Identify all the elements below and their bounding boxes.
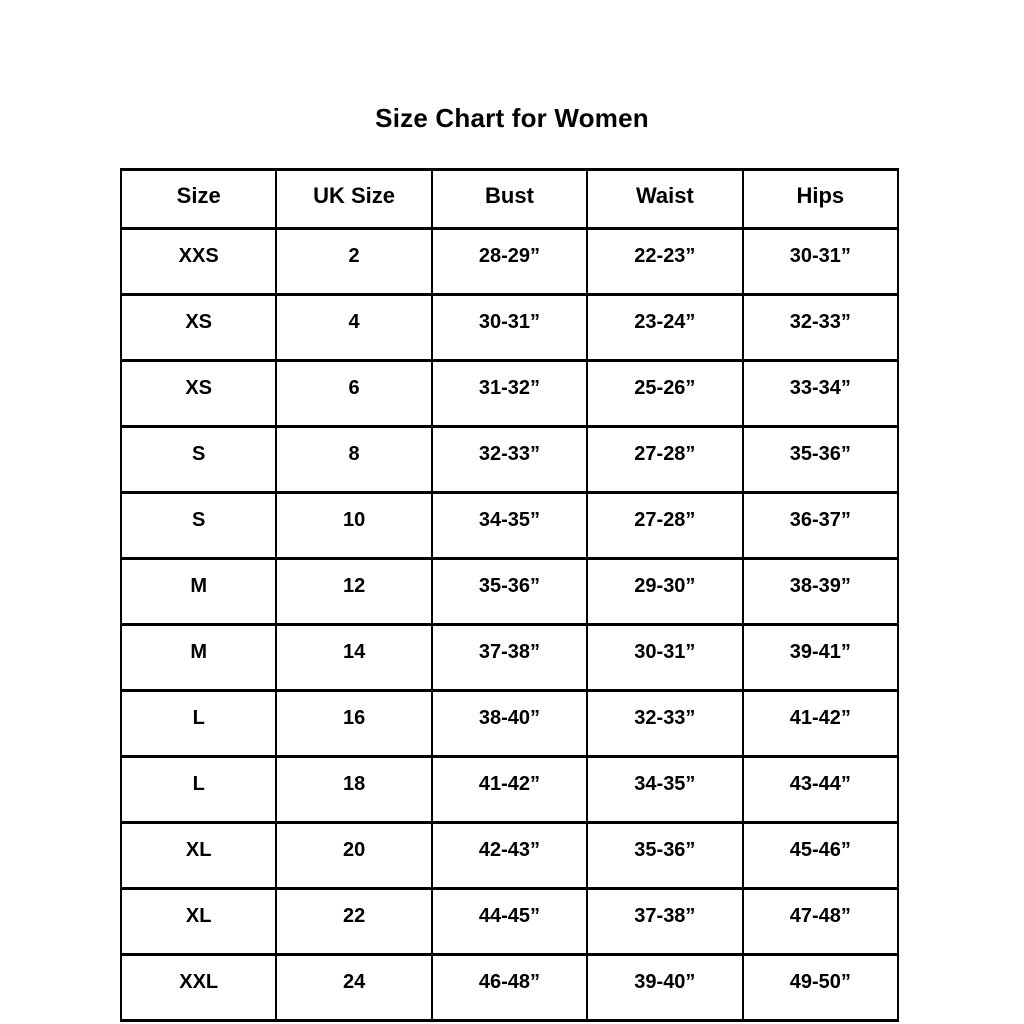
table-cell: L — [119, 689, 278, 758]
column-header: UK Size — [275, 168, 433, 230]
column-header: Size — [119, 168, 278, 230]
table-cell: 39-40” — [586, 953, 744, 1022]
table-row: XL 20 42-43” 35-36” 45-46” — [119, 821, 900, 890]
table-row: S 8 32-33” 27-28” 35-36” — [119, 425, 900, 494]
table-cell: 36-37” — [741, 491, 900, 560]
table-cell: 10 — [275, 491, 433, 560]
table-cell: 32-33” — [741, 293, 900, 362]
table-row: XXS 2 28-29” 22-23” 30-31” — [119, 227, 900, 296]
table-row: XS 4 30-31” 23-24” 32-33” — [119, 293, 900, 362]
table-cell: 34-35” — [430, 491, 589, 560]
table-cell: 32-33” — [430, 425, 589, 494]
table-cell: 4 — [275, 293, 433, 362]
table-cell: 38-39” — [741, 557, 900, 626]
table-cell: 30-31” — [430, 293, 589, 362]
table-cell: 30-31” — [586, 623, 744, 692]
table-cell: XXL — [119, 953, 278, 1022]
table-cell: 34-35” — [586, 755, 744, 824]
table-cell: 37-38” — [430, 623, 589, 692]
table-cell: 41-42” — [430, 755, 589, 824]
table-cell: 33-34” — [741, 359, 900, 428]
table-cell: 35-36” — [741, 425, 900, 494]
table-body: XXS 2 28-29” 22-23” 30-31” XS 4 30-31” 23-24” 32-… — [119, 227, 900, 1022]
page-title: Size Chart for Women — [375, 103, 649, 133]
table-cell: 43-44” — [741, 755, 900, 824]
table-cell: 14 — [275, 623, 433, 692]
table-cell: 32-33” — [586, 689, 744, 758]
table-row: L 18 41-42” 34-35” 43-44” — [119, 755, 900, 824]
table-cell: 39-41” — [741, 623, 900, 692]
table-cell: M — [119, 623, 278, 692]
table-header: Size UK Size Bust Waist Hips — [119, 168, 900, 230]
header-row: Size UK Size Bust Waist Hips — [119, 168, 900, 230]
column-header: Waist — [586, 168, 744, 230]
table-cell: 8 — [275, 425, 433, 494]
table-cell: 16 — [275, 689, 433, 758]
size-chart-table: Size UK Size Bust Waist Hips XXS 2 28-29” 22-23… — [119, 168, 900, 1022]
table-cell: 35-36” — [586, 821, 744, 890]
table-cell: 6 — [275, 359, 433, 428]
column-header: Hips — [741, 168, 900, 230]
table-cell: 29-30” — [586, 557, 744, 626]
table-cell: XS — [119, 359, 278, 428]
table-cell: S — [119, 491, 278, 560]
table-cell: 47-48” — [741, 887, 900, 956]
column-header: Bust — [430, 168, 589, 230]
table-row: M 14 37-38” 30-31” 39-41” — [119, 623, 900, 692]
table-cell: 41-42” — [741, 689, 900, 758]
table-cell: 25-26” — [586, 359, 744, 428]
table-cell: 35-36” — [430, 557, 589, 626]
table-row: M 12 35-36” 29-30” 38-39” — [119, 557, 900, 626]
table-cell: 24 — [275, 953, 433, 1022]
table-cell: XS — [119, 293, 278, 362]
table-cell: 2 — [275, 227, 433, 296]
table-cell: 37-38” — [586, 887, 744, 956]
table-cell: 30-31” — [741, 227, 900, 296]
table-cell: 28-29” — [430, 227, 589, 296]
table-row: L 16 38-40” 32-33” 41-42” — [119, 689, 900, 758]
table-cell: 45-46” — [741, 821, 900, 890]
table-cell: 49-50” — [741, 953, 900, 1022]
table-cell: 46-48” — [430, 953, 589, 1022]
table-cell: 20 — [275, 821, 433, 890]
table-row: XL 22 44-45” 37-38” 47-48” — [119, 887, 900, 956]
table-row: XXL 24 46-48” 39-40” 49-50” — [119, 953, 900, 1022]
table-cell: S — [119, 425, 278, 494]
table-cell: XL — [119, 887, 278, 956]
table-row: XS 6 31-32” 25-26” 33-34” — [119, 359, 900, 428]
table-cell: 27-28” — [586, 425, 744, 494]
table-row: S 10 34-35” 27-28” 36-37” — [119, 491, 900, 560]
table-cell: 44-45” — [430, 887, 589, 956]
table-cell: 22 — [275, 887, 433, 956]
table-cell: XXS — [119, 227, 278, 296]
table-cell: 23-24” — [586, 293, 744, 362]
table-cell: 27-28” — [586, 491, 744, 560]
table-cell: 42-43” — [430, 821, 589, 890]
table-cell: 12 — [275, 557, 433, 626]
table-cell: XL — [119, 821, 278, 890]
table-cell: M — [119, 557, 278, 626]
table-cell: 38-40” — [430, 689, 589, 758]
table-cell: 22-23” — [586, 227, 744, 296]
table-cell: 18 — [275, 755, 433, 824]
table-cell: L — [119, 755, 278, 824]
table-cell: 31-32” — [430, 359, 589, 428]
